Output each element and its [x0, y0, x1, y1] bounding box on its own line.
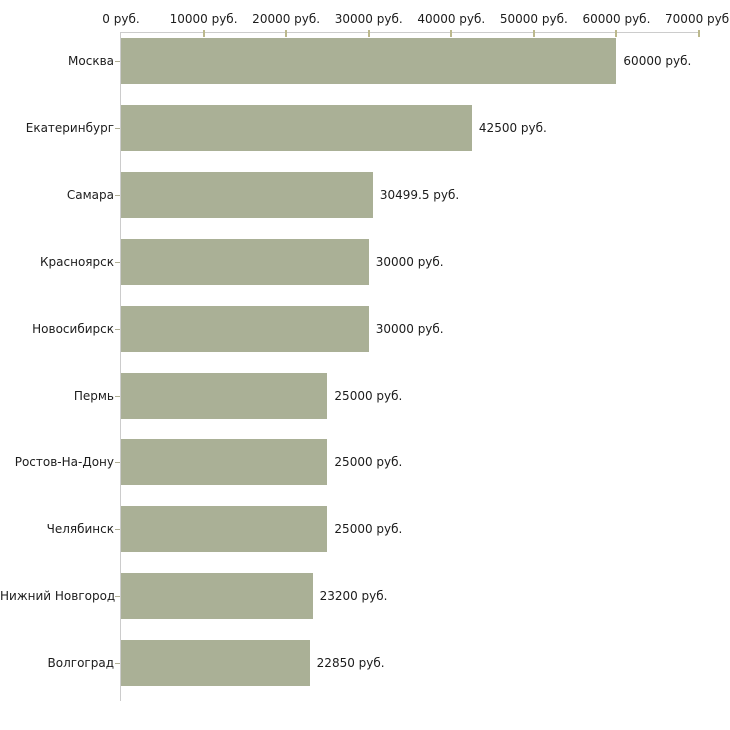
bar — [121, 506, 328, 553]
x-tick-label: 0 руб. — [102, 12, 140, 26]
category-tick-mark — [115, 128, 120, 129]
x-tick-mark — [698, 30, 700, 37]
bar — [121, 573, 313, 620]
category-label: Волгоград — [47, 656, 114, 671]
x-tick-mark — [367, 30, 370, 37]
x-tick-label: 30000 руб. — [334, 12, 403, 26]
value-label: 30000 руб. — [375, 321, 444, 336]
category-label: Пермь — [73, 388, 114, 403]
category-tick-mark — [115, 462, 120, 463]
category-label: Москва — [68, 54, 114, 68]
value-label: 30000 руб. — [375, 254, 444, 269]
x-tick-mark — [615, 30, 618, 37]
category-label: Ростов-На-Дону — [14, 455, 114, 470]
y-axis-line — [120, 32, 121, 701]
x-tick-label: 20000 руб. — [252, 12, 321, 26]
bar — [121, 439, 328, 486]
value-label: 22850 руб. — [316, 656, 385, 671]
bar — [121, 238, 369, 285]
x-tick-mark — [202, 30, 205, 37]
x-tick-label: 70000 руб. — [665, 12, 730, 26]
bar — [121, 372, 328, 419]
x-tick-label: 50000 руб. — [499, 12, 568, 26]
category-tick-mark — [115, 663, 120, 664]
category-tick-mark — [115, 262, 120, 263]
x-tick-mark — [532, 30, 535, 37]
value-label: 60000 руб. — [623, 54, 692, 68]
bar — [121, 640, 310, 687]
value-label: 42500 руб. — [478, 120, 547, 135]
x-tick-mark — [285, 30, 288, 37]
value-label: 25000 руб. — [334, 388, 403, 403]
category-label: Красноярск — [40, 254, 114, 269]
bar — [121, 305, 369, 352]
bar — [121, 171, 373, 218]
category-tick-mark — [115, 329, 120, 330]
value-label: 25000 руб. — [334, 455, 403, 470]
category-label: Новосибирск — [32, 321, 114, 336]
category-tick-mark — [115, 195, 120, 196]
category-tick-mark — [115, 529, 120, 530]
category-label: Нижний Новгород — [0, 589, 116, 604]
bar — [121, 38, 617, 84]
x-axis-line — [121, 32, 699, 33]
value-label: 25000 руб. — [334, 522, 403, 537]
category-label: Екатеринбург — [25, 120, 114, 135]
bar — [121, 104, 472, 151]
category-label: Самара — [66, 187, 114, 202]
x-tick-label: 10000 руб. — [169, 12, 238, 26]
category-tick-mark — [115, 61, 120, 62]
category-label: Челябинск — [46, 522, 114, 537]
x-tick-label: 40000 руб. — [417, 12, 486, 26]
x-tick-label: 60000 руб. — [582, 12, 651, 26]
category-tick-mark — [115, 396, 120, 397]
category-tick-mark — [115, 596, 120, 597]
x-tick-mark — [450, 30, 453, 37]
value-label: 23200 руб. — [319, 589, 388, 604]
value-label: 30499.5 руб. — [379, 187, 460, 202]
